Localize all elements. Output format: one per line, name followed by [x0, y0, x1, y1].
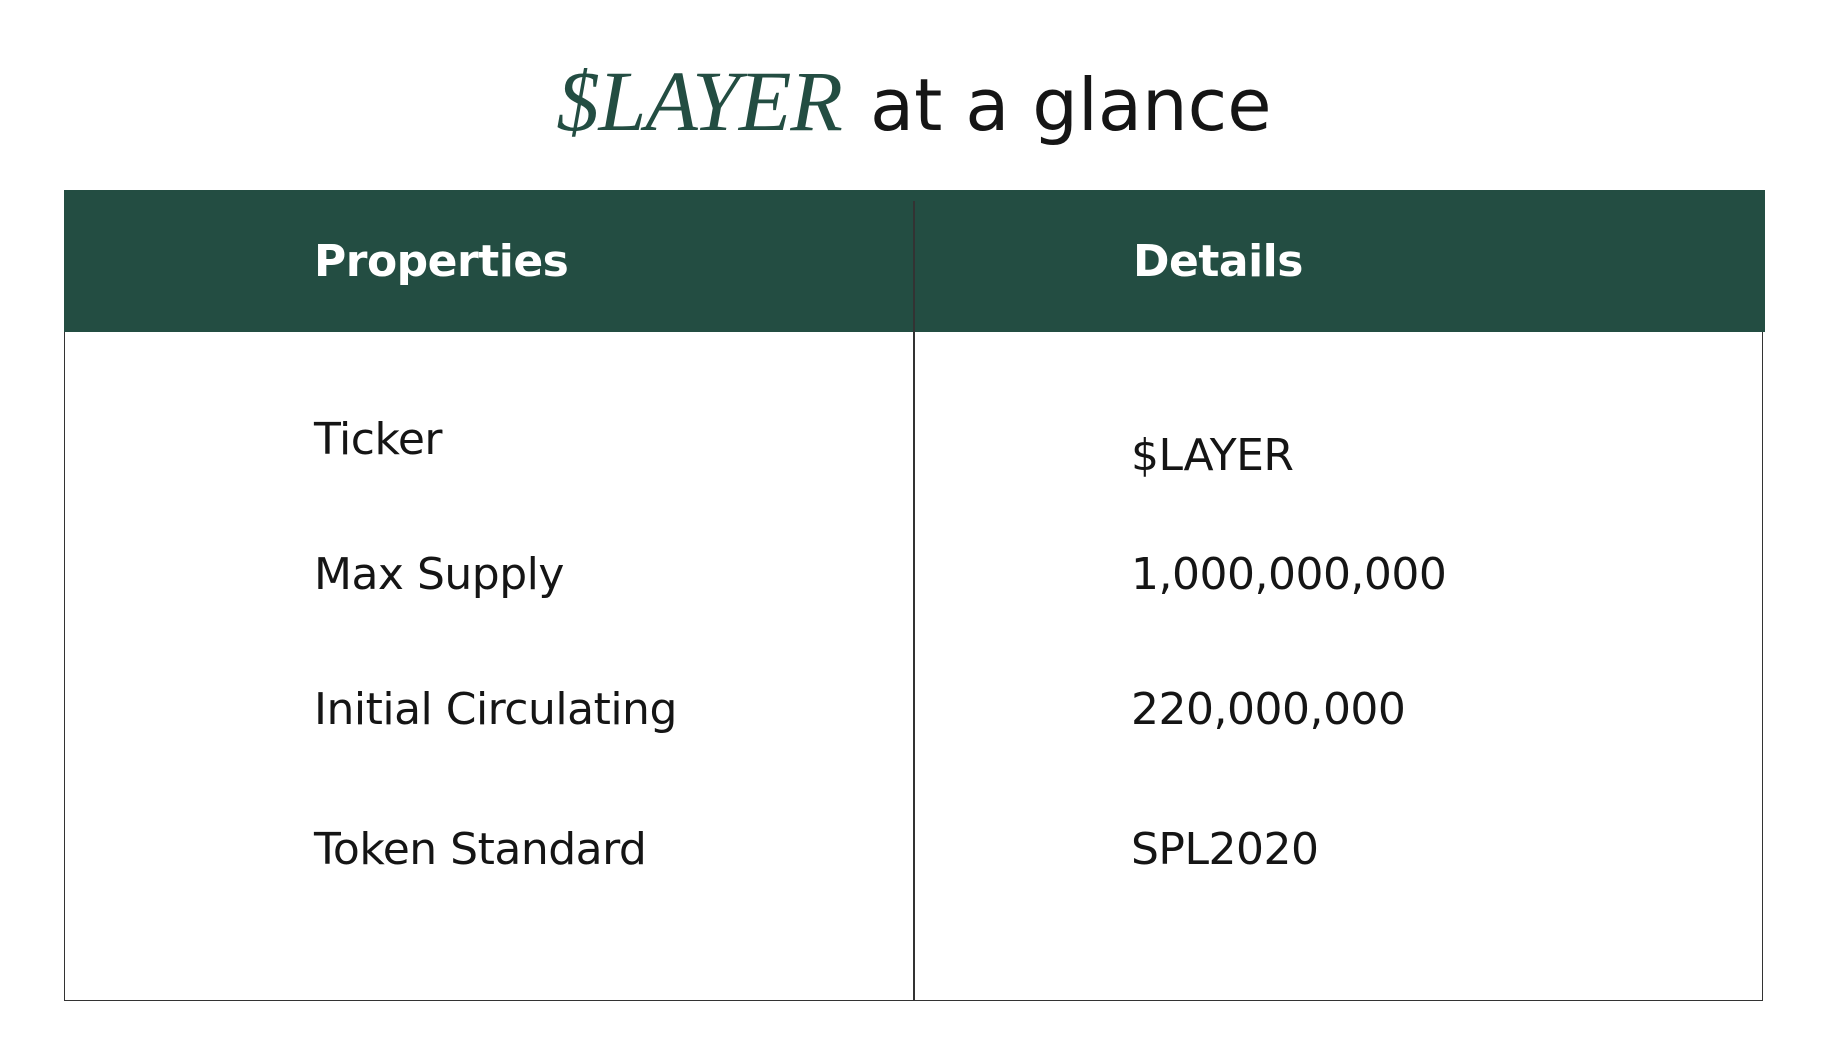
row-initial-circulating-property: Initial Circulating — [314, 684, 677, 735]
row-initial-circulating-detail: 220,000,000 — [1131, 684, 1406, 735]
row-token-standard-detail: SPL2020 — [1131, 824, 1319, 875]
page-title: $LAYER at a glance — [0, 58, 1828, 144]
title-rest: at a glance — [869, 63, 1272, 147]
title-brand: $LAYER — [556, 53, 843, 149]
table-header: Properties Details — [64, 190, 1765, 332]
column-divider — [913, 201, 915, 1001]
header-details: Details — [1133, 236, 1303, 287]
row-ticker-property: Ticker — [314, 414, 443, 465]
row-token-standard-property: Token Standard — [314, 824, 647, 875]
row-ticker-detail: $LAYER — [1131, 430, 1294, 481]
header-properties: Properties — [314, 236, 569, 287]
token-table: Properties Details Ticker $LAYER Max Sup… — [64, 190, 1765, 1001]
row-max-supply-property: Max Supply — [314, 549, 564, 600]
row-max-supply-detail: 1,000,000,000 — [1131, 549, 1447, 600]
